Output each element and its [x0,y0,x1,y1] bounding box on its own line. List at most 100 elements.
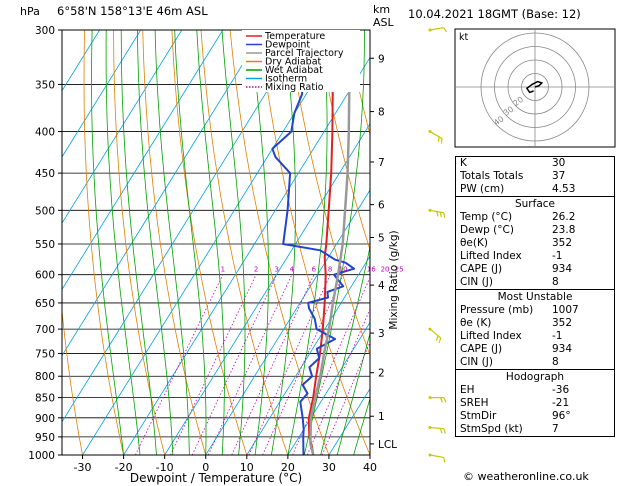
mixing-ratio-line [170,274,257,455]
isotherm [287,321,370,455]
temp-tick-label: 40 [363,461,377,474]
copyright: © weatheronline.co.uk [463,470,589,483]
hodograph-table-title: Hodograph [505,371,565,383]
most-unstable-row: CAPE (J) 934 [456,343,614,356]
mixing-ratio-label: 20 [381,266,390,274]
km-label: km [373,3,390,16]
pressure-tick-label: 650 [35,298,55,310]
wind-barb-flag [438,337,442,344]
mixing-ratio-label: 3 [274,266,278,274]
mixing-ratio-label: 16 [367,266,376,274]
surface-label: Temp (°C) [460,211,513,223]
surface-value: 934 [552,263,573,275]
surface-row: Temp (°C) 26.2 [456,211,614,224]
isotherm [62,30,306,423]
wet-adiabat [120,30,157,455]
pw-row: PW (cm) 4.53 [460,183,576,195]
most-unstable-value: 934 [552,343,573,355]
isotherm [0,30,18,455]
hodograph-table-value: -21 [552,397,570,409]
surface-value: 352 [552,237,573,249]
wind-barb-flag [437,136,440,142]
totals-totals-row: Totals Totals 37 [460,170,566,182]
wind-barb-base [428,130,432,134]
surface-label: Lifted Index [460,250,522,262]
pressure-tick-label: 900 [35,413,55,425]
wet-adiabat [174,30,207,455]
asl-label: ASL [373,16,395,29]
mixing-ratio-line [207,274,293,455]
km-tick-label: 2 [378,368,385,380]
k-index-row: K 30 [460,157,566,169]
temp-tick-label: -10 [156,461,174,474]
hodograph-table-label: StmSpd (kt) [460,423,523,435]
isotherm [164,123,370,455]
mixing-ratio-label: 8 [328,266,332,274]
wet-adiabat [287,30,328,455]
legend-entry: Dewpoint [265,40,310,51]
wet-adiabat [320,245,370,455]
legend-entry: Isotherm [265,74,307,85]
wet-adiabat [303,30,365,455]
hodograph-table-row: SREH -21 [456,397,614,410]
pressure-tick-label: 700 [35,324,55,336]
wet-adiabat [250,30,269,455]
wind-barb-base [428,453,432,457]
most-unstable-row: CIN (J) 8 [456,356,614,369]
isotherm [62,30,265,357]
hodograph-unit-label: kt [459,32,469,43]
temp-tick-label: 30 [322,461,336,474]
series-parcel-trajectory [309,30,352,455]
wind-barb [428,130,443,144]
series-temperature [307,30,339,455]
wind-barb-shaft [429,454,444,459]
surface-row: θe(K) 352 [456,237,614,250]
hodograph-table-value: 96° [552,410,571,422]
wind-barb-flag [439,397,443,403]
mixing-ratio-line [191,274,278,455]
hodograph-table-label: StmDir [460,410,497,422]
most-unstable-value: 352 [552,317,573,329]
hodograph-table-value: 7 [552,423,559,435]
km-tick-label: 9 [378,53,385,65]
wet-adiabat [105,30,141,455]
mixing-ratio-label: 10 [339,266,348,274]
mixing-ratio-label: 2 [254,266,258,274]
pressure-tick-label: 400 [35,127,55,139]
wet-adiabat [137,30,174,455]
wind-barb-flag [443,27,447,33]
most-unstable-label: CAPE (J) [460,343,503,355]
series-lines [271,30,356,455]
surface-label: CIN (J) [460,276,493,288]
surface-label: CAPE (J) [460,263,503,275]
dry-adiabat [142,30,207,455]
temp-tick-label: 20 [281,461,295,474]
most-unstable-value: 8 [552,356,559,368]
mixing-ratio-label: 1 [221,266,225,274]
wind-barb-shaft [429,426,444,430]
hodograph-table-label: EH [460,384,475,396]
pressure-tick-label: 550 [35,239,55,251]
mixing-ratio-label: 6 [312,266,317,274]
surface-row: Lifted Index -1 [456,250,614,263]
pressure-tick-label: 600 [35,270,55,282]
legend-entry: Parcel Trajectory [265,48,344,59]
most-unstable-value: 1007 [552,304,579,316]
wind-barb-flag [443,212,446,218]
pressure-tick-label: 750 [35,348,55,360]
wind-barb-flag [439,212,442,218]
wind-barb-flag [435,335,439,341]
wind-barb-shaft [429,131,443,140]
legend-entry: Wet Adiabat [265,65,323,76]
hpa-label: hPa [20,5,40,18]
isotherm [123,56,370,455]
dry-adiabat [62,307,83,455]
km-tick-label: 1 [378,411,385,423]
km-tick-label: 4 [378,280,385,292]
wet-adiabat [154,30,190,455]
km-tick-label: 6 [378,200,385,212]
surface-value: 23.8 [552,224,576,236]
km-tick-label: 8 [378,107,385,119]
wet-adiabat [91,30,124,455]
